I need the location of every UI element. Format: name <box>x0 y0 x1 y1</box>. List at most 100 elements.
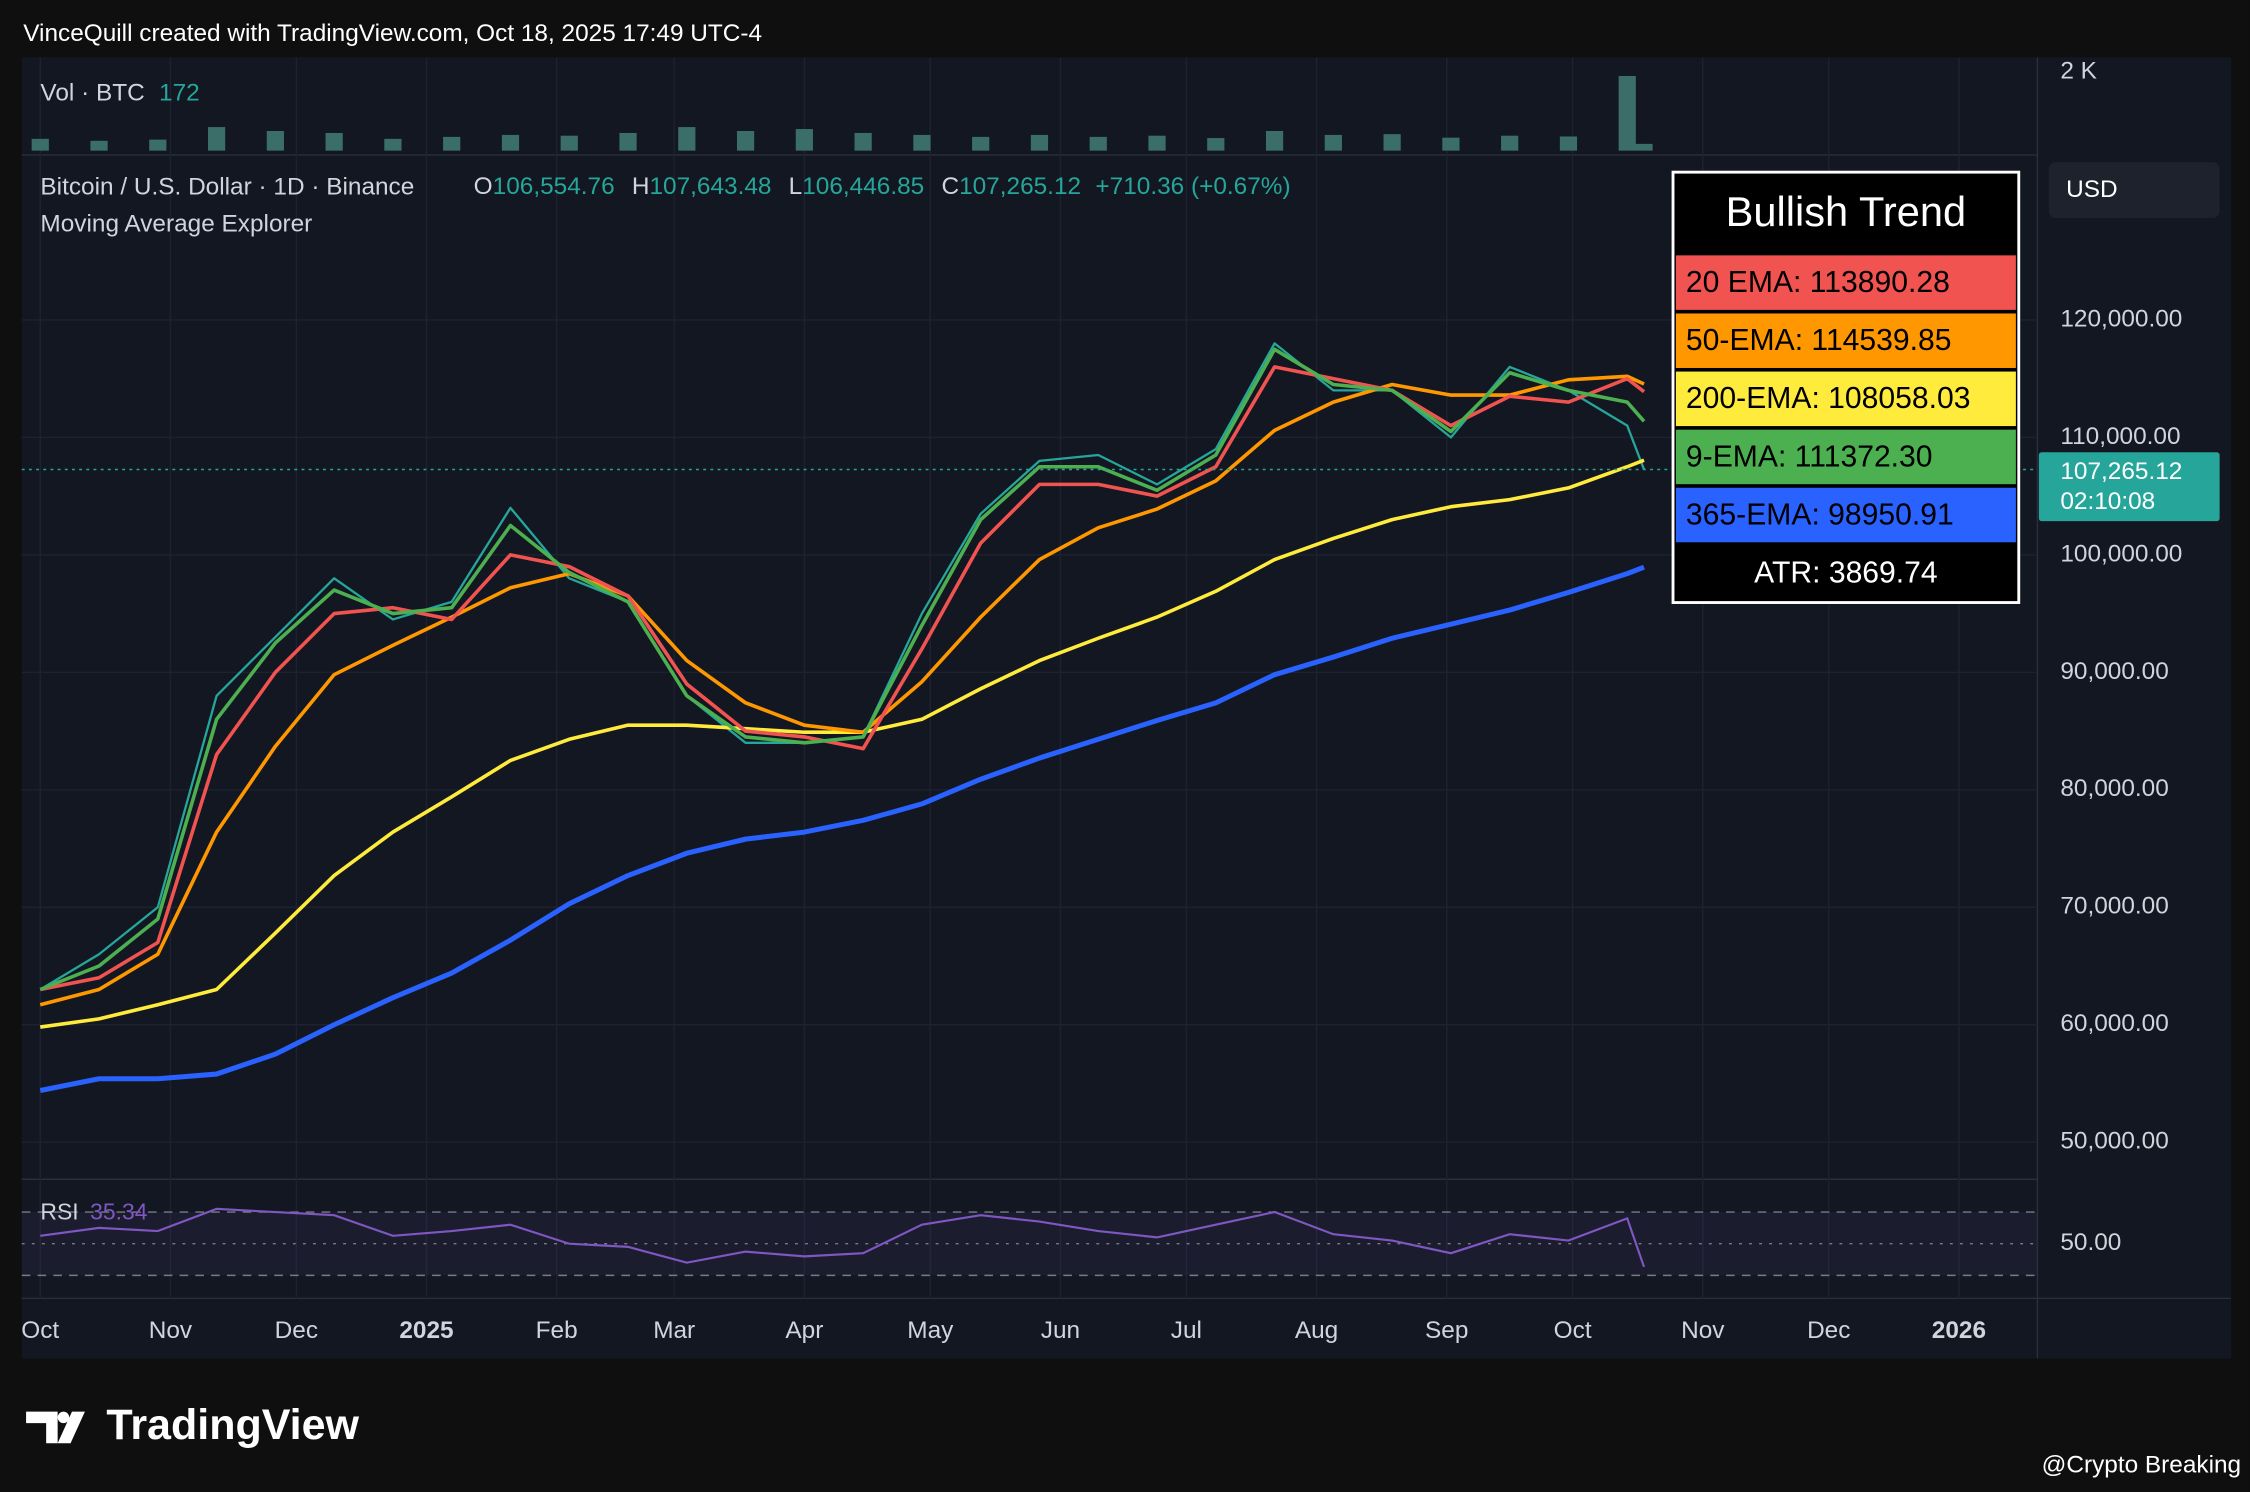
table-row <box>1675 545 2016 601</box>
countdown: 02:10:08 <box>2060 488 2155 515</box>
y-tick-label: 110,000.00 <box>2060 423 2180 450</box>
x-tick-label: Feb <box>536 1317 578 1344</box>
volume-bar <box>678 127 696 151</box>
y-tick-label: 80,000.00 <box>2060 775 2168 802</box>
volume-tick-label: 2 K <box>2060 57 2097 84</box>
volume-bar <box>1442 137 1460 151</box>
ohlc-key: H <box>632 173 650 200</box>
volume-bar <box>1618 75 1636 151</box>
table-cell: 365-EMA: 98950.91 <box>1686 498 1954 531</box>
volume-bar <box>1207 138 1225 151</box>
logo-mark <box>26 1411 85 1444</box>
ohlc-key: C <box>941 173 959 200</box>
brand: TradingView <box>106 1401 359 1449</box>
x-tick-label: Jun <box>1041 1317 1080 1344</box>
table-cell: 200-EMA: 108058.03 <box>1686 382 1971 415</box>
price-axis <box>2037 57 2232 1299</box>
brand-logo: TradingView <box>26 1401 360 1449</box>
volume-bar <box>1089 136 1107 151</box>
table-row <box>1675 255 2016 310</box>
x-tick-label: Nov <box>1681 1317 1725 1344</box>
last-price-label: 107,265.12 <box>2060 458 2182 485</box>
y-tick-label: 70,000.00 <box>2060 893 2168 920</box>
volume-bar <box>325 132 343 151</box>
volume-bar <box>1501 135 1519 151</box>
y-tick-label: 120,000.00 <box>2060 305 2182 332</box>
indicator-name: Moving Average Explorer <box>40 211 312 238</box>
volume-bar <box>913 134 931 151</box>
table-cell: 9-EMA: 111372.30 <box>1686 440 1933 473</box>
time-axis <box>21 1298 2232 1359</box>
volume-bar <box>90 140 108 151</box>
y-tick-label: 90,000.00 <box>2060 658 2168 685</box>
x-tick-label: Aug <box>1295 1317 1338 1344</box>
x-tick-label: Oct <box>21 1317 59 1344</box>
legend-value: 107,265.12 <box>959 173 1081 200</box>
volume-bar <box>736 130 755 151</box>
volume-last: 172 <box>159 80 200 107</box>
volume-bar <box>1148 135 1166 151</box>
x-tick-label: Dec <box>275 1317 318 1344</box>
volume-bar <box>443 136 461 151</box>
volume-bar <box>560 135 578 151</box>
volume-bar <box>1635 143 1653 151</box>
ohlc-key: L <box>789 173 803 200</box>
y-tick-label: 60,000.00 <box>2060 1010 2168 1037</box>
volume-bar <box>1324 134 1342 151</box>
table-row <box>1675 371 2016 427</box>
ema-line <box>39 564 1645 1093</box>
ohlc: O106,554.76 H107,643.48 L106,446.85 C107,26… <box>474 173 1291 200</box>
volume-bar <box>149 139 167 151</box>
symbol-title: Bitcoin / U.S. Dollar · 1D · Binance <box>40 173 414 200</box>
x-tick-label: May <box>907 1317 954 1344</box>
last-price-box <box>2038 452 2220 522</box>
y-tick-label: 100,000.00 <box>2060 540 2182 567</box>
table-cell: 50-EMA: 114539.85 <box>1686 324 1952 357</box>
rsi-tick-label: 50.00 <box>2060 1229 2121 1256</box>
volume-bar <box>1383 134 1401 151</box>
volume-bar <box>1265 130 1284 151</box>
volume-bar <box>31 138 49 151</box>
volume-bar <box>207 127 226 151</box>
y-tick-label: 50,000.00 <box>2060 1128 2168 1155</box>
volume-bar <box>266 130 284 151</box>
plot <box>21 75 2038 1277</box>
volume-legend: Vol · BTC 172 <box>40 80 199 107</box>
rsi-last: 35.34 <box>90 1199 148 1225</box>
x-tick-label: 2026 <box>1932 1317 1986 1344</box>
credit: @Crypto Breaking <box>2042 1452 2242 1479</box>
ema-line <box>39 347 1646 992</box>
volume-label: Vol · BTC <box>40 80 144 107</box>
currency-button[interactable] <box>2048 162 2220 219</box>
grid <box>21 57 2038 1299</box>
table-cell: 20 EMA: 113890.28 <box>1686 266 1950 299</box>
volume-bar <box>972 136 990 151</box>
table-row <box>1675 429 2016 485</box>
x-tick-label: Oct <box>1554 1317 1592 1344</box>
x-tick-label: Jul <box>1171 1317 1202 1344</box>
trend-table: Bullish Trend 20 EMA: 113890.28 50-EMA: 11… <box>1671 170 2021 604</box>
volume-bar <box>854 132 872 151</box>
x-tick-label: Mar <box>653 1317 695 1344</box>
rsi-line <box>40 1207 1646 1268</box>
header-text: VinceQuill created with TradingView.com,… <box>23 20 762 47</box>
ema-line <box>39 374 1645 1007</box>
x-tick-label: Nov <box>149 1317 193 1344</box>
x-tick-label: Sep <box>1425 1317 1468 1344</box>
volume-bar <box>501 134 520 151</box>
change: +710.36 (+0.67%) <box>1095 173 1290 200</box>
ohlc-key: O <box>474 173 493 200</box>
table-row <box>1675 313 2016 368</box>
x-tick-label: Apr <box>785 1317 823 1344</box>
legend-value: 106,554.76 <box>493 173 615 200</box>
volume-bar <box>619 132 637 151</box>
volume-bar <box>795 129 813 151</box>
volume-bar <box>1030 134 1049 151</box>
legend-value: 106,446.85 <box>802 173 924 200</box>
volume-bar <box>1559 136 1578 151</box>
x-tick-label: 2025 <box>399 1317 453 1344</box>
legend-value: 107,643.48 <box>649 173 771 200</box>
currency[interactable]: USD <box>2066 176 2117 203</box>
rsi-legend: RSI 35.34 <box>40 1199 147 1225</box>
